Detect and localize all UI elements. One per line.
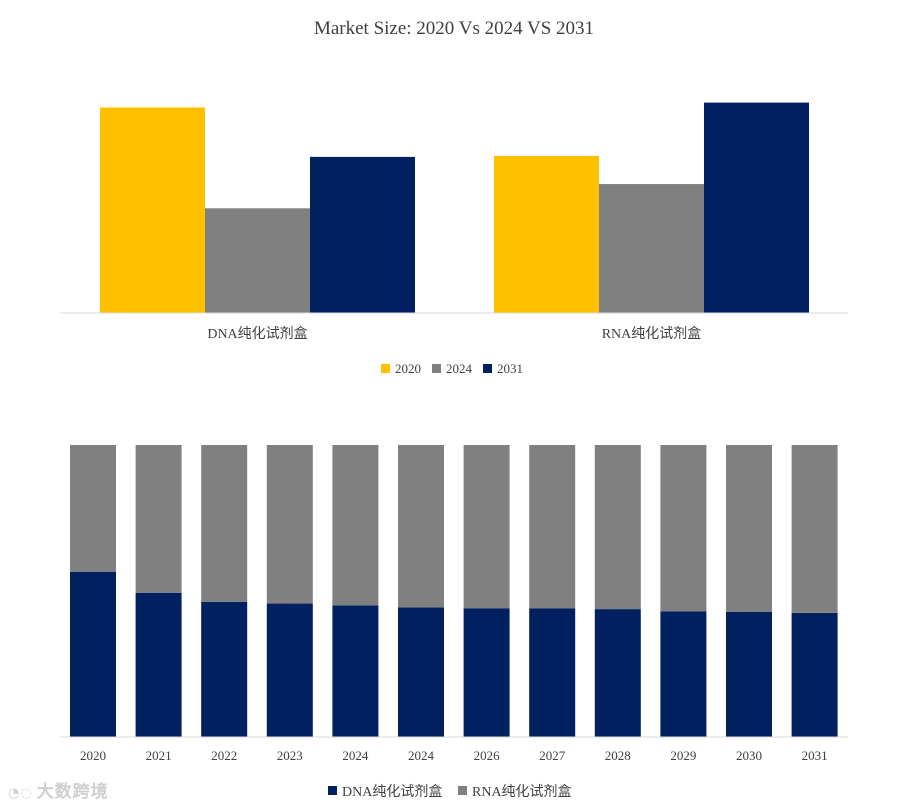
x-tick-label: 2022: [211, 748, 237, 763]
x-tick-labels: DNA纯化试剂盒 RNA纯化试剂盒: [207, 325, 701, 342]
x-tick-label: DNA纯化试剂盒: [207, 325, 307, 342]
stacked-bar-segment: [791, 612, 838, 737]
x-tick-label: 2029: [670, 748, 696, 763]
stacked-bar-segment: [332, 445, 379, 606]
bars-group: [100, 102, 809, 314]
market-size-chart: Market Size: 2020 Vs 2024 VS 2031 DNA纯化试…: [60, 18, 848, 376]
stacked-bar-segment: [529, 445, 576, 609]
bar: [599, 184, 704, 313]
stacked-bar-segment: [463, 445, 510, 609]
watermark: ◔◌ 大数跨境: [8, 777, 109, 802]
x-tick-label: 2031: [802, 748, 828, 763]
stacked-bar-segment: [398, 445, 444, 608]
stacked-bar-segment: [594, 609, 641, 737]
stacked-bar-segment: [266, 445, 313, 604]
stacked-bar-segment: [594, 445, 641, 610]
stacked-bar-segment: [529, 608, 576, 737]
x-tick-label: 2024: [408, 748, 435, 763]
bar: [704, 102, 809, 314]
stacked-bar-segment: [726, 611, 772, 737]
stacked-bar-segment: [70, 445, 116, 572]
stacked-bars-group: [70, 445, 838, 737]
logo-icon: ◔◌: [8, 786, 33, 801]
x-tick-label: 2024: [342, 748, 369, 763]
bar: [100, 107, 205, 313]
stacked-bar-segment: [463, 608, 510, 737]
legend-swatch: [483, 364, 492, 373]
x-tick-label: 2026: [474, 748, 501, 763]
stacked-bar-segment: [70, 571, 116, 737]
x-tick-labels: 2020 2021 2022 2023 2024 2024 2026 2027 2028 2029…: [80, 748, 828, 763]
stacked-bar-segment: [791, 445, 838, 613]
legend-label: 2024: [446, 361, 473, 376]
stacked-bar-segment: [660, 445, 707, 612]
stacked-bar-segment: [660, 611, 707, 737]
stacked-bar-segment: [201, 601, 248, 737]
x-tick-label: 2028: [605, 748, 631, 763]
bar: [494, 155, 599, 313]
stacked-bar-segment: [135, 592, 182, 737]
legend-label: 2020: [395, 361, 421, 376]
stacked-bar-segment: [332, 605, 379, 737]
legend-label: DNA纯化试剂盒: [342, 783, 442, 800]
x-tick-label: RNA纯化试剂盒: [602, 325, 702, 342]
legend-swatch: [381, 364, 390, 373]
legend: 2020 2024 2031: [381, 361, 523, 376]
x-tick-label: 2021: [146, 748, 172, 763]
stacked-bar-segment: [266, 603, 313, 737]
bar: [310, 156, 415, 313]
legend-label: 2031: [497, 361, 523, 376]
legend-swatch: [432, 364, 441, 373]
legend-swatch: [458, 786, 467, 795]
bar: [205, 208, 310, 313]
watermark-text: 大数跨境: [36, 782, 109, 802]
stacked-bar-segment: [398, 607, 444, 737]
legend-label: RNA纯化试剂盒: [472, 783, 572, 800]
x-tick-label: 2023: [277, 748, 303, 763]
stacked-bar-segment: [201, 445, 248, 602]
x-tick-label: 2027: [539, 748, 566, 763]
legend-swatch: [328, 786, 337, 795]
x-tick-label: 2020: [80, 748, 106, 763]
stacked-bar-segment: [135, 445, 182, 593]
chart-title: Market Size: 2020 Vs 2024 VS 2031: [314, 18, 594, 39]
share-chart: 2020 2021 2022 2023 2024 2024 2026 2027 2028 2029…: [60, 445, 848, 800]
x-tick-label: 2030: [736, 748, 762, 763]
legend: DNA纯化试剂盒 RNA纯化试剂盒: [328, 783, 572, 800]
stacked-bar-segment: [726, 445, 772, 612]
